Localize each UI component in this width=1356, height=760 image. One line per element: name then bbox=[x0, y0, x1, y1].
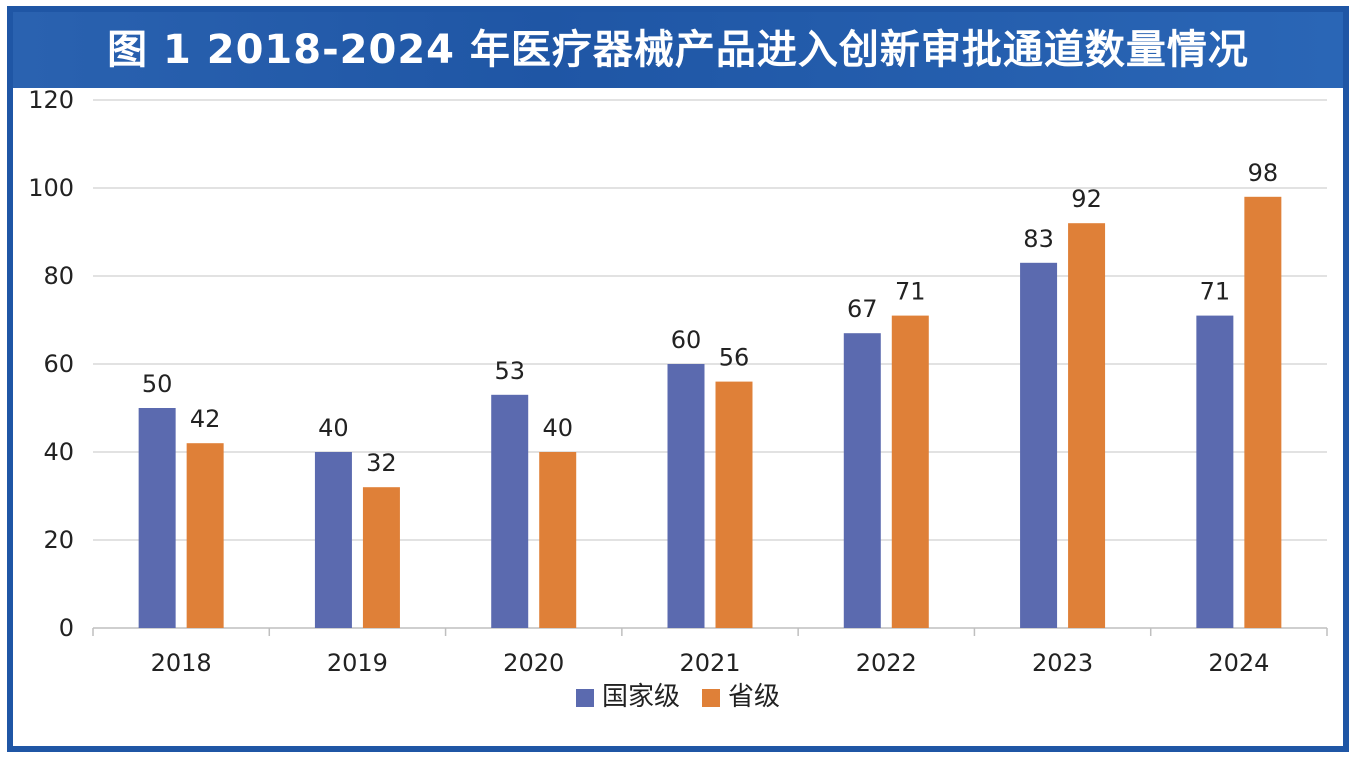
bar bbox=[1020, 262, 1058, 628]
bar bbox=[314, 452, 352, 628]
bar bbox=[843, 333, 881, 628]
bar bbox=[186, 443, 224, 628]
data-label: 40 bbox=[542, 414, 573, 442]
data-label: 71 bbox=[895, 278, 926, 306]
data-label: 40 bbox=[318, 414, 349, 442]
x-tick-label: 2022 bbox=[856, 649, 917, 677]
x-tick-label: 2023 bbox=[1032, 649, 1093, 677]
data-label: 53 bbox=[494, 357, 525, 385]
y-tick-label: 40 bbox=[43, 438, 74, 466]
y-tick-label: 0 bbox=[59, 614, 74, 642]
legend-label: 省级 bbox=[728, 682, 780, 712]
data-label: 56 bbox=[719, 344, 750, 372]
x-tick-label: 2021 bbox=[679, 649, 740, 677]
bar bbox=[362, 487, 400, 628]
bar bbox=[491, 394, 529, 628]
data-label: 60 bbox=[671, 326, 702, 354]
y-tick-label: 120 bbox=[28, 86, 74, 114]
data-label: 32 bbox=[366, 449, 397, 477]
bar bbox=[1068, 223, 1106, 628]
chart-title: 图 1 2018-2024 年医疗器械产品进入创新审批通道数量情况 bbox=[13, 12, 1343, 88]
data-label: 83 bbox=[1023, 225, 1054, 253]
bar bbox=[891, 315, 929, 628]
bar bbox=[715, 381, 753, 628]
data-label: 42 bbox=[190, 405, 221, 433]
legend-swatch bbox=[576, 689, 594, 707]
legend-swatch bbox=[702, 689, 720, 707]
data-label: 98 bbox=[1248, 159, 1279, 187]
bar bbox=[667, 364, 705, 628]
bar bbox=[138, 408, 176, 628]
bar bbox=[539, 452, 577, 628]
x-tick-label: 2024 bbox=[1208, 649, 1269, 677]
y-tick-label: 20 bbox=[43, 526, 74, 554]
bar bbox=[1244, 196, 1282, 629]
bar bbox=[1196, 315, 1234, 628]
y-tick-label: 100 bbox=[28, 174, 74, 202]
data-label: 71 bbox=[1200, 278, 1231, 306]
x-tick-label: 2020 bbox=[503, 649, 564, 677]
x-tick-label: 2019 bbox=[327, 649, 388, 677]
data-label: 92 bbox=[1071, 185, 1102, 213]
data-label: 50 bbox=[142, 370, 173, 398]
legend-label: 国家级 bbox=[602, 682, 680, 712]
x-tick-label: 2018 bbox=[151, 649, 212, 677]
y-tick-label: 80 bbox=[43, 262, 74, 290]
data-label: 67 bbox=[847, 295, 878, 323]
y-tick-label: 60 bbox=[43, 350, 74, 378]
